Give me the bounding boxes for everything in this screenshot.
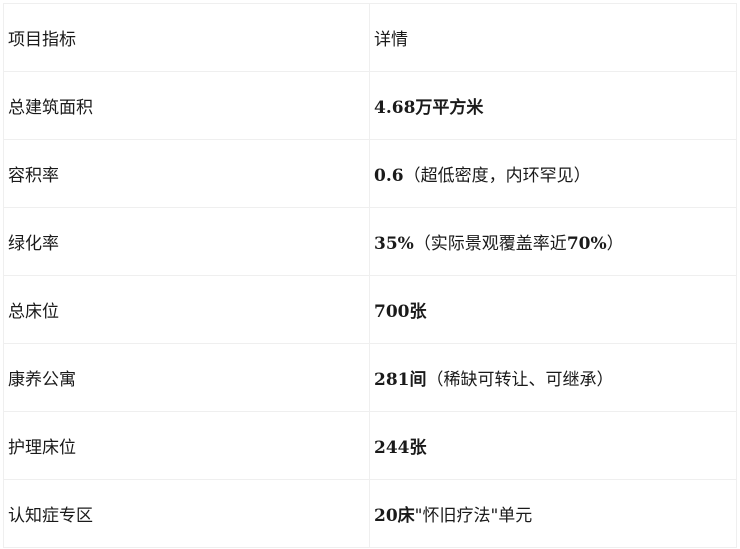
- header-detail: 详情: [369, 3, 737, 72]
- detail-text: （稀缺可转让、可继承）: [426, 370, 614, 390]
- detail-highlight: 20床: [374, 506, 415, 526]
- detail-text: （超低密度，内环罕见）: [403, 166, 591, 186]
- detail-highlight: 0.6: [374, 166, 404, 186]
- detail-highlight: 35%: [374, 234, 414, 254]
- detail-cell: 4.68万平方米: [369, 71, 737, 140]
- table-row: 绿化率 35%（实际景观覆盖率近70%）: [3, 207, 737, 276]
- detail-cell: 20床"怀旧疗法"单元: [369, 479, 737, 548]
- detail-cell: 35%（实际景观覆盖率近70%）: [369, 207, 737, 276]
- indicator-cell: 总床位: [3, 275, 370, 344]
- detail-text: "怀旧疗法"单元: [414, 506, 533, 526]
- detail-highlight: 700张: [374, 302, 427, 322]
- indicator-table: 项目指标 详情 总建筑面积 4.68万平方米 容积率 0.6（超低密度，内环罕见） 绿化…: [3, 3, 737, 548]
- detail-highlight: 244张: [374, 438, 427, 458]
- table-row: 总床位 700张: [3, 275, 737, 344]
- detail-text: （实际景观覆盖率近: [413, 234, 567, 254]
- detail-cell: 0.6（超低密度，内环罕见）: [369, 139, 737, 208]
- indicator-cell: 绿化率: [3, 207, 370, 276]
- detail-highlight: 281间: [374, 370, 427, 390]
- indicator-cell: 认知症专区: [3, 479, 370, 548]
- detail-cell: 281间（稀缺可转让、可继承）: [369, 343, 737, 412]
- detail-cell: 700张: [369, 275, 737, 344]
- table-header-row: 项目指标 详情: [3, 3, 737, 72]
- indicator-cell: 护理床位: [3, 411, 370, 480]
- table-row: 认知症专区 20床"怀旧疗法"单元: [3, 479, 737, 548]
- detail-cell: 244张: [369, 411, 737, 480]
- indicator-cell: 康养公寓: [3, 343, 370, 412]
- detail-highlight: 70%: [566, 234, 607, 254]
- indicator-cell: 容积率: [3, 139, 370, 208]
- header-indicator: 项目指标: [3, 3, 370, 72]
- indicator-cell: 总建筑面积: [3, 71, 370, 140]
- table-row: 康养公寓 281间（稀缺可转让、可继承）: [3, 343, 737, 412]
- table-row: 护理床位 244张: [3, 411, 737, 480]
- detail-highlight: 4.68万平方米: [374, 98, 484, 118]
- detail-text: ）: [606, 234, 624, 254]
- table-row: 总建筑面积 4.68万平方米: [3, 71, 737, 140]
- table-row: 容积率 0.6（超低密度，内环罕见）: [3, 139, 737, 208]
